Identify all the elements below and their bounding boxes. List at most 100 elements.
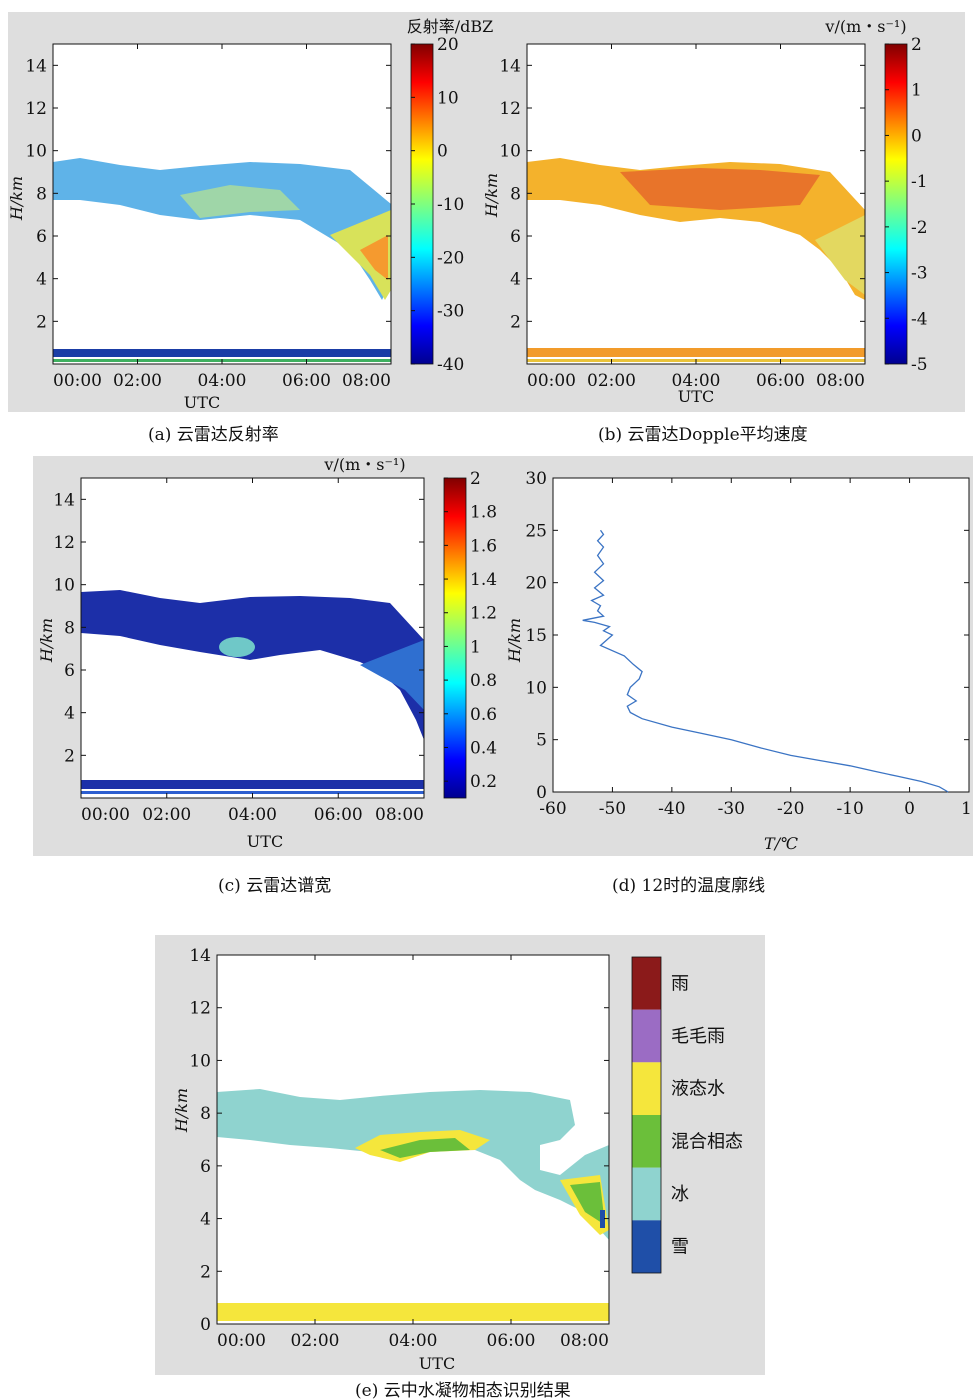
cloud-fallstreak-b [815, 215, 865, 295]
colorbar-tick-label: 2 [470, 469, 481, 489]
y-tick-label: 12 [53, 533, 75, 553]
y-ticks-c: 2 4 6 8 10 12 14 [53, 490, 424, 766]
colorbar-tick-label: -20 [437, 248, 464, 268]
y-tick-label: 2 [64, 746, 75, 766]
cloud-layer-upper-a [53, 158, 391, 300]
colorbar-ticks-c: 2 1.8 1.6 1.4 1.2 1 0.8 0.6 0.4 0.2 [444, 469, 497, 792]
legend-swatch [632, 1062, 661, 1115]
mixed-phase-fallstreak-e [570, 1182, 605, 1225]
y-tick-label: 10 [25, 142, 47, 162]
y-tick-label: 2 [510, 312, 521, 332]
ground-clutter-c [81, 780, 424, 789]
x-tick-label: 08:00 [375, 805, 424, 825]
y-tick-label: 6 [200, 1157, 211, 1177]
colorbar-tick-label: -5 [911, 355, 928, 375]
colorbar-tick-label: -3 [911, 264, 928, 284]
ylabel-a: H/km [7, 176, 26, 221]
colorbar-tick-label: 1 [911, 81, 922, 101]
x-tick-label: 02:00 [113, 371, 162, 391]
colorbar-tick-label: 1.6 [470, 536, 497, 556]
y-tick-label: 10 [499, 142, 521, 162]
colorbar-tick-label: -2 [911, 218, 928, 238]
colorbar-tick-label: -10 [437, 195, 464, 215]
legend-label: 雨 [671, 973, 689, 994]
colorbar-tick-label: 1.2 [470, 604, 497, 624]
colorbar-tick-label: 1.4 [470, 570, 497, 590]
y-tick-label: 12 [189, 999, 211, 1019]
legend-swatch [632, 1009, 661, 1063]
colorbar-tick-label: 1 [470, 637, 481, 657]
cloud-core-c [219, 637, 255, 657]
y-tick-label: 10 [53, 576, 75, 596]
x-ticks-a: 00:00 02:00 04:00 06:00 08:00 [52, 44, 392, 391]
xlabel-b: UTC [678, 387, 714, 406]
colorbar-tick-label: 0.2 [470, 772, 497, 792]
x-tick-label: -50 [599, 799, 626, 819]
y-tick-label: 4 [200, 1210, 211, 1230]
cloud-layer-upper-c [81, 590, 424, 740]
colorbar-tick-label: 20 [437, 35, 459, 55]
x-tick-label: 00:00 [53, 371, 102, 391]
x-ticks-d: -60 -50 -40 -30 -20 -10 0 10 [539, 478, 973, 819]
caption-d: (d) 12时的温度廓线 [612, 876, 765, 896]
colorbar-label-b: v/(m・s⁻¹) [824, 17, 906, 36]
x-ticks-c: 00:00 02:00 04:00 06:00 08:00 [80, 478, 425, 825]
colorbar-tick-label: 0.6 [470, 705, 497, 725]
plot-area-d [552, 477, 970, 793]
y-tick-label: 14 [53, 490, 75, 510]
x-tick-label: 06:00 [487, 1331, 536, 1351]
x-tick-label: 04:00 [228, 805, 277, 825]
y-tick-label: 8 [36, 184, 47, 204]
xlabel-a: UTC [184, 393, 220, 412]
y-tick-label: 4 [510, 270, 521, 290]
panel-d-temperature-profile: 0 5 10 15 20 25 30 -60 -50 -40 -30 -20 -10 0 10 T/℃ H… [505, 469, 973, 896]
colorbar-tick-label: -4 [911, 309, 928, 329]
y-tick-label: 5 [536, 731, 547, 751]
y-ticks-b: 2 4 6 8 10 12 14 [499, 56, 865, 332]
legend-label: 液态水 [671, 1079, 725, 1100]
colorbar-tick-label: 10 [437, 88, 459, 108]
y-tick-label: 10 [525, 678, 547, 698]
y-tick-label: 0 [536, 783, 547, 803]
ground-line-c [81, 791, 424, 794]
panel-a-reflectivity: 2 4 6 8 10 12 14 00:00 02:00 04:00 06:00 08:00 UTC… [7, 17, 493, 445]
legend-label: 冰 [671, 1184, 689, 1205]
xlabel-c: UTC [247, 832, 283, 851]
cloud-fallstreak-c [360, 640, 424, 710]
ylabel-e: H/km [172, 1088, 191, 1133]
x-tick-label: -30 [718, 799, 745, 819]
ylabel-d: H/km [505, 618, 524, 663]
y-tick-label: 14 [189, 946, 211, 966]
legend-swatch [632, 1220, 661, 1273]
legend-swatch [632, 1115, 661, 1168]
panel-e-hydrometeor-phase: 0 2 4 6 8 10 12 14 00:00 02:00 04:00 06:00 08:00 UT… [172, 946, 743, 1399]
y-tick-label: 6 [510, 227, 521, 247]
x-tick-label: 02:00 [142, 805, 191, 825]
legend-frame [631, 956, 662, 1274]
x-tick-label: 08:00 [342, 371, 391, 391]
y-tick-label: 20 [525, 574, 547, 594]
y-tick-label: 30 [525, 469, 547, 489]
colorbar-tick-label: 0 [911, 126, 922, 146]
y-tick-label: 8 [64, 618, 75, 638]
y-tick-label: 25 [525, 521, 547, 541]
x-tick-label: 02:00 [291, 1331, 340, 1351]
x-ticks-e: 00:00 02:00 04:00 06:00 08:00 [216, 955, 610, 1351]
cloud-fallstreak-core-a [360, 235, 388, 280]
x-ticks-b: 00:00 02:00 04:00 06:00 08:00 [526, 44, 866, 391]
caption-a: (a) 云雷达反射率 [148, 425, 279, 445]
caption-b: (b) 云雷达Dopple平均速度 [598, 425, 808, 445]
surface-liquid-e [217, 1303, 609, 1321]
xlabel-d: T/℃ [764, 834, 798, 853]
ylabel-b: H/km [482, 173, 501, 218]
temperature-line [582, 529, 949, 793]
y-tick-label: 4 [64, 704, 75, 724]
legend-label: 毛毛雨 [671, 1026, 725, 1047]
y-tick-label: 2 [36, 312, 47, 332]
colorbar-label-c: v/(m・s⁻¹) [323, 455, 405, 474]
cloud-core-b [620, 168, 820, 210]
